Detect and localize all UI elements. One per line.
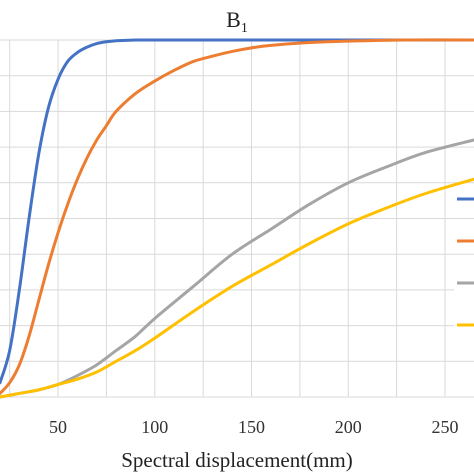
series-layer <box>0 38 474 399</box>
chart-title-subscript: 1 <box>241 21 248 36</box>
grid <box>0 39 474 398</box>
x-tick-label: 150 <box>238 417 265 437</box>
chart-title-main: B <box>226 7 241 32</box>
x-tick-labels: 50 100 150 200 250 <box>49 417 458 437</box>
series-line-1 <box>0 38 474 385</box>
x-tick-label: 200 <box>335 417 362 437</box>
series-line-3 <box>0 138 474 399</box>
chart-title: B1 <box>226 7 248 36</box>
x-axis-label: Spectral displacement(mm) <box>121 448 353 472</box>
legend <box>454 189 474 335</box>
series-line-2 <box>0 38 474 395</box>
x-tick-label: 50 <box>49 417 67 437</box>
x-tick-label: 100 <box>141 417 168 437</box>
x-tick-label: 250 <box>431 417 458 437</box>
series-line-4 <box>0 177 474 399</box>
